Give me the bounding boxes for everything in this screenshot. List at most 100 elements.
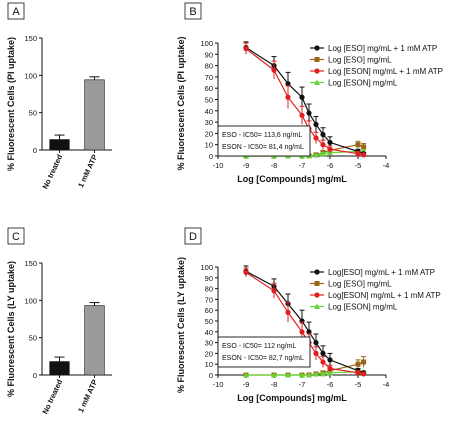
y-tick-label: 50 <box>29 334 37 343</box>
data-point <box>327 146 333 152</box>
y-axis-label: % Fluorescent Cells (LY uptake) <box>176 257 186 393</box>
series-line <box>245 46 364 155</box>
x-tick-label: -9 <box>243 380 250 389</box>
data-point <box>314 57 320 62</box>
data-point <box>314 45 320 51</box>
x-tick-label: -10 <box>213 380 224 389</box>
data-point <box>285 309 291 315</box>
data-point <box>271 288 277 294</box>
y-tick-label: 150 <box>24 259 37 268</box>
x-tick-label: -8 <box>271 161 278 170</box>
data-point <box>299 94 305 100</box>
data-point <box>271 372 277 378</box>
legend-label: Log [ESO] mg/mL + 1 mM ATP <box>328 44 437 53</box>
data-point <box>314 303 320 309</box>
y-tick-label: 70 <box>205 295 213 304</box>
data-point <box>320 131 326 138</box>
legend: Log[ESO] mg/mL + 1 mM ATP Log [ESO] mg/mL… <box>310 268 441 312</box>
data-point <box>320 142 326 148</box>
x-tick-label: -5 <box>355 161 362 170</box>
y-tick-label: 80 <box>205 285 213 294</box>
data-point <box>243 46 249 52</box>
data-point <box>313 340 319 346</box>
data-point <box>327 139 333 146</box>
y-tick-label: 50 <box>29 109 37 118</box>
legend-label: Log [ESON] mg/mL + 1 mM ATP <box>328 67 443 76</box>
data-point <box>271 67 277 73</box>
y-tick-label: 100 <box>24 296 37 305</box>
ic50-annotation: ESO - IC50= 112 ng/mL ESON - IC50= 82,7 n… <box>217 336 311 368</box>
y-tick-label: 90 <box>205 50 213 59</box>
panel-label-b: B <box>184 2 202 20</box>
data-point <box>320 370 326 377</box>
data-point <box>299 112 305 118</box>
bar-chart-c: 0 50 100 150 No treated 1 mM ATP <box>24 259 112 415</box>
panel-label-text: C <box>12 231 20 243</box>
data-point <box>320 359 326 365</box>
y-tick-label: 90 <box>205 274 213 283</box>
bar <box>49 139 70 151</box>
data-point <box>314 281 320 286</box>
category-label: 1 mM ATP <box>76 153 99 189</box>
series-line <box>245 271 364 375</box>
x-tick-label: -7 <box>299 380 306 389</box>
data-point <box>299 329 305 335</box>
annotation-text: ESO - IC50= 112 ng/mL <box>222 343 296 350</box>
y-tick-label: 40 <box>205 107 213 116</box>
data-point <box>299 372 305 378</box>
y-tick-label: 80 <box>205 62 213 71</box>
y-tick-label: 60 <box>205 84 213 93</box>
panel-label-box <box>184 227 202 245</box>
bar-chart-a: 0 50 100 150 No treated 1 mM ATP <box>24 34 112 190</box>
x-tick-label: -10 <box>213 161 224 170</box>
legend-label: Log [ESON] mg/mL <box>328 79 398 88</box>
series-line <box>245 48 364 156</box>
y-tick-label: 60 <box>205 306 213 315</box>
series-2 <box>243 42 367 158</box>
panel-label-box <box>7 2 25 20</box>
annotation-box <box>217 336 311 368</box>
legend-label: Log [ESON] mg/mL <box>328 303 398 312</box>
y-tick-label: 0 <box>33 146 37 155</box>
y-tick-label: 150 <box>24 34 37 43</box>
y-tick-label: 0 <box>209 152 213 161</box>
y-tick-label: 100 <box>200 39 213 48</box>
data-point <box>320 350 326 356</box>
legend-label: Log[ESON] mg/mL + 1 mM ATP <box>328 291 441 300</box>
y-tick-label: 100 <box>24 71 37 80</box>
y-tick-label: 10 <box>205 360 213 369</box>
data-point <box>285 94 291 100</box>
data-point <box>355 151 361 157</box>
y-tick-label: 10 <box>205 141 213 150</box>
y-tick-label: 100 <box>200 263 213 272</box>
ic50-annotation: ESO - IC50= 113,6 ng/mL ESON - IC50= 81,4… <box>217 125 311 157</box>
x-tick-label: -4 <box>383 380 390 389</box>
legend-label: Log[ESO] mg/mL + 1 mM ATP <box>328 268 435 277</box>
x-tick-label: -5 <box>355 380 362 389</box>
bar <box>84 305 105 376</box>
data-point <box>285 372 291 378</box>
y-tick-label: 20 <box>205 349 213 358</box>
x-tick-label: -9 <box>243 161 250 170</box>
data-point <box>355 361 361 367</box>
panel-label-box <box>184 2 202 20</box>
data-point <box>314 68 320 74</box>
data-point <box>361 144 367 150</box>
legend: Log [ESO] mg/mL + 1 mM ATP Log [ESO] mg/m… <box>310 44 443 88</box>
y-tick-label: 0 <box>33 371 37 380</box>
series-line <box>246 371 364 376</box>
data-point <box>306 329 312 335</box>
y-axis-label: % Fluorescent Cells (LY uptake) <box>6 261 16 397</box>
category-label: No treated <box>40 378 64 416</box>
panel-label-text: B <box>189 6 196 18</box>
data-point <box>314 269 320 275</box>
bar <box>84 79 105 151</box>
category-label: 1 mM ATP <box>76 378 99 414</box>
y-tick-label: 20 <box>205 129 213 138</box>
data-point <box>306 372 312 378</box>
x-tick-label: -7 <box>299 161 306 170</box>
data-point <box>361 152 367 158</box>
data-point <box>361 371 367 377</box>
series-3 <box>243 368 367 378</box>
